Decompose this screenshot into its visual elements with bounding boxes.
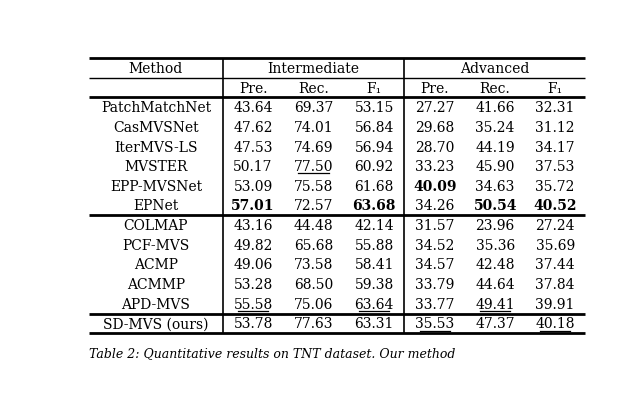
Text: 35.69: 35.69: [536, 238, 575, 252]
Text: 53.09: 53.09: [234, 179, 273, 193]
Text: 61.68: 61.68: [355, 179, 394, 193]
Text: 47.62: 47.62: [234, 121, 273, 134]
Text: 31.57: 31.57: [415, 219, 454, 233]
Text: 49.82: 49.82: [234, 238, 273, 252]
Text: EPP-MVSNet: EPP-MVSNet: [110, 179, 202, 193]
Text: 34.17: 34.17: [535, 140, 575, 154]
Text: 69.37: 69.37: [294, 101, 333, 115]
Text: 72.57: 72.57: [294, 199, 333, 213]
Text: 34.52: 34.52: [415, 238, 454, 252]
Text: 27.24: 27.24: [536, 219, 575, 233]
Text: EPNet: EPNet: [133, 199, 179, 213]
Text: Advanced: Advanced: [460, 62, 529, 76]
Text: 47.37: 47.37: [476, 317, 515, 330]
Text: 55.58: 55.58: [234, 297, 273, 311]
Text: IterMVS-LS: IterMVS-LS: [114, 140, 198, 154]
Text: 41.66: 41.66: [476, 101, 515, 115]
Text: 43.64: 43.64: [234, 101, 273, 115]
Text: Pre.: Pre.: [239, 81, 268, 95]
Text: 42.48: 42.48: [476, 258, 515, 272]
Text: 60.92: 60.92: [355, 160, 394, 174]
Text: 40.09: 40.09: [413, 179, 456, 193]
Text: SD-MVS (ours): SD-MVS (ours): [103, 317, 209, 330]
Text: 35.53: 35.53: [415, 317, 454, 330]
Text: 35.36: 35.36: [476, 238, 515, 252]
Text: 50.17: 50.17: [234, 160, 273, 174]
Text: 39.91: 39.91: [536, 297, 575, 311]
Text: 35.72: 35.72: [536, 179, 575, 193]
Text: Rec.: Rec.: [298, 81, 329, 95]
Text: 34.57: 34.57: [415, 258, 454, 272]
Text: 40.52: 40.52: [533, 199, 577, 213]
Text: 45.90: 45.90: [476, 160, 515, 174]
Text: 35.24: 35.24: [476, 121, 515, 134]
Text: 31.12: 31.12: [536, 121, 575, 134]
Text: ACMMP: ACMMP: [127, 277, 185, 292]
Text: 56.84: 56.84: [355, 121, 394, 134]
Text: 73.58: 73.58: [294, 258, 333, 272]
Text: Rec.: Rec.: [480, 81, 511, 95]
Text: 75.58: 75.58: [294, 179, 333, 193]
Text: 65.68: 65.68: [294, 238, 333, 252]
Text: 44.64: 44.64: [476, 277, 515, 292]
Text: 74.69: 74.69: [294, 140, 333, 154]
Text: 44.19: 44.19: [476, 140, 515, 154]
Text: APD-MVS: APD-MVS: [122, 297, 190, 311]
Text: CasMVSNet: CasMVSNet: [113, 121, 198, 134]
Text: 77.50: 77.50: [294, 160, 333, 174]
Text: 44.48: 44.48: [294, 219, 333, 233]
Text: 47.53: 47.53: [234, 140, 273, 154]
Text: 23.96: 23.96: [476, 219, 515, 233]
Text: 74.01: 74.01: [294, 121, 333, 134]
Text: 68.50: 68.50: [294, 277, 333, 292]
Text: F₁: F₁: [548, 81, 563, 95]
Text: 33.23: 33.23: [415, 160, 454, 174]
Text: 40.18: 40.18: [536, 317, 575, 330]
Text: MVSTER: MVSTER: [124, 160, 188, 174]
Text: ACMP: ACMP: [134, 258, 178, 272]
Text: 63.64: 63.64: [355, 297, 394, 311]
Text: 58.41: 58.41: [355, 258, 394, 272]
Text: PatchMatchNet: PatchMatchNet: [101, 101, 211, 115]
Text: Pre.: Pre.: [420, 81, 449, 95]
Text: 34.26: 34.26: [415, 199, 454, 213]
Text: 29.68: 29.68: [415, 121, 454, 134]
Text: 50.54: 50.54: [474, 199, 517, 213]
Text: PCF-MVS: PCF-MVS: [122, 238, 189, 252]
Text: 37.44: 37.44: [535, 258, 575, 272]
Text: 57.01: 57.01: [231, 199, 275, 213]
Text: Table 2: Quantitative results on TNT dataset. Our method: Table 2: Quantitative results on TNT dat…: [89, 346, 455, 359]
Text: 49.06: 49.06: [234, 258, 273, 272]
Text: 59.38: 59.38: [355, 277, 394, 292]
Text: 32.31: 32.31: [536, 101, 575, 115]
Text: 37.53: 37.53: [536, 160, 575, 174]
Text: 75.06: 75.06: [294, 297, 333, 311]
Text: 63.31: 63.31: [355, 317, 394, 330]
Text: Intermediate: Intermediate: [268, 62, 360, 76]
Text: 53.78: 53.78: [234, 317, 273, 330]
Text: 53.28: 53.28: [234, 277, 273, 292]
Text: 37.84: 37.84: [536, 277, 575, 292]
Text: 34.63: 34.63: [476, 179, 515, 193]
Text: 63.68: 63.68: [353, 199, 396, 213]
Text: 43.16: 43.16: [234, 219, 273, 233]
Text: 56.94: 56.94: [355, 140, 394, 154]
Text: 28.70: 28.70: [415, 140, 454, 154]
Text: 77.63: 77.63: [294, 317, 333, 330]
Text: 33.79: 33.79: [415, 277, 454, 292]
Text: 33.77: 33.77: [415, 297, 454, 311]
Text: F₁: F₁: [367, 81, 381, 95]
Text: Method: Method: [129, 62, 183, 76]
Text: 49.41: 49.41: [476, 297, 515, 311]
Text: 42.14: 42.14: [355, 219, 394, 233]
Text: 53.15: 53.15: [355, 101, 394, 115]
Text: COLMAP: COLMAP: [124, 219, 188, 233]
Text: 55.88: 55.88: [355, 238, 394, 252]
Text: 27.27: 27.27: [415, 101, 454, 115]
